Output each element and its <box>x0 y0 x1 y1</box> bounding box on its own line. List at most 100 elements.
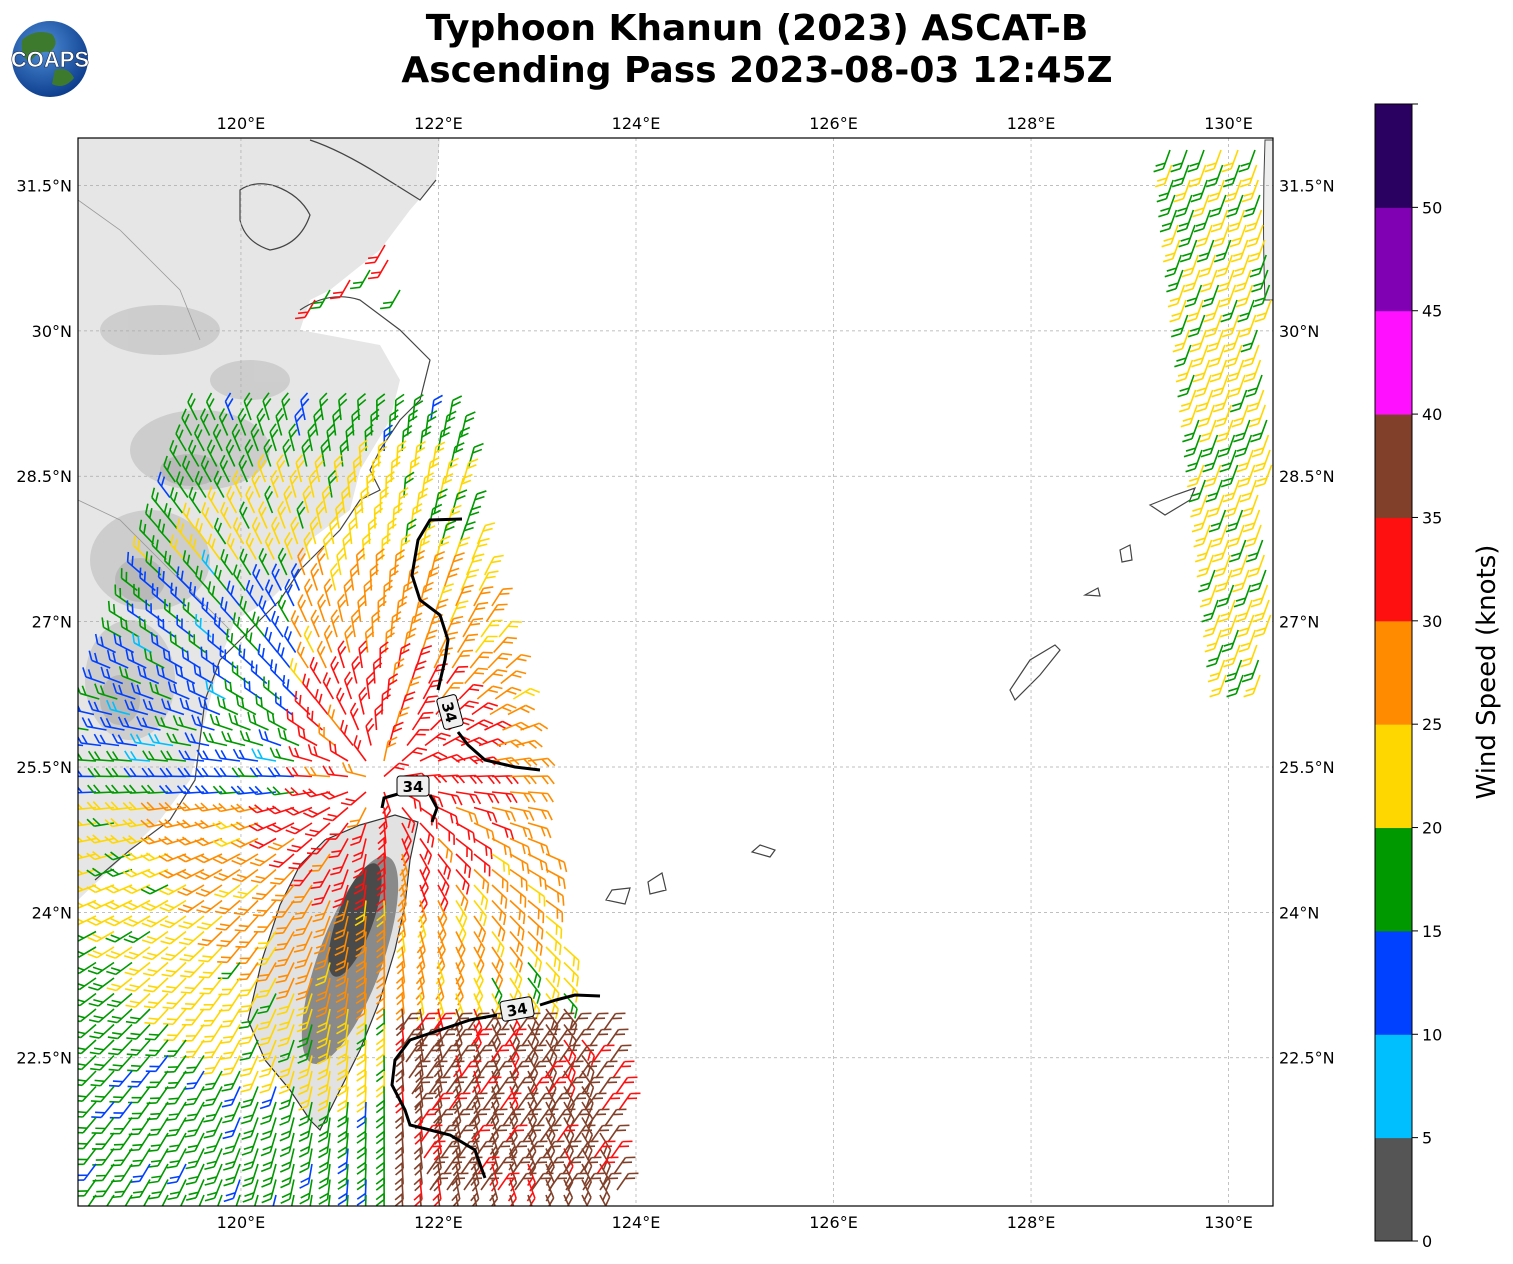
wind-barb <box>337 593 347 622</box>
wind-barb <box>78 961 79 974</box>
wind-barb <box>88 1008 115 1023</box>
wind-barb <box>243 392 253 421</box>
wind-barb <box>317 1101 331 1128</box>
wind-barb <box>127 1086 151 1104</box>
wind-barb <box>327 469 337 498</box>
wind-barb <box>87 767 115 778</box>
wind-barb <box>259 1070 277 1094</box>
wind-barb <box>159 899 187 912</box>
wind-barb <box>182 1024 205 1042</box>
wind-barb <box>262 392 272 421</box>
wind-barb <box>365 671 376 700</box>
wind-barb <box>78 1147 79 1165</box>
wind-barb <box>289 469 299 498</box>
wind-barb <box>315 500 325 529</box>
wind-barb <box>162 992 187 1010</box>
wind-barb <box>295 977 313 1001</box>
wind-barb <box>78 868 79 876</box>
wind-barb <box>318 723 336 747</box>
wind-barb <box>430 394 443 421</box>
wind-barb <box>176 819 205 829</box>
wind-barb <box>301 438 311 467</box>
wind-barb <box>277 594 290 622</box>
wind-barb <box>105 930 133 943</box>
wind-barb <box>161 961 187 977</box>
wind-barb <box>326 423 336 452</box>
wind-barb <box>433 1070 443 1099</box>
wind-barb <box>449 442 465 467</box>
wind-barb <box>545 961 561 988</box>
wind-barb <box>176 566 192 592</box>
wind-barb <box>232 517 245 545</box>
wind-barb <box>237 407 247 436</box>
wind-barb <box>78 1039 97 1055</box>
colorbar-bin <box>1375 930 1412 1035</box>
wind-barb <box>255 693 275 716</box>
wind-barb <box>198 946 223 963</box>
wind-barb <box>78 1070 79 1086</box>
wind-barb <box>108 1070 133 1088</box>
wind-barb <box>275 962 295 984</box>
wind-barb <box>489 703 517 716</box>
wind-barb <box>294 946 313 969</box>
wind-barb <box>329 562 340 591</box>
wind-barb <box>259 1086 277 1110</box>
wind-barb <box>331 869 349 893</box>
wind-barb <box>358 640 368 669</box>
wind-barb <box>314 688 329 715</box>
wind-barb <box>332 408 342 436</box>
wind-barb <box>198 961 223 979</box>
wind-barb <box>281 392 291 421</box>
wind-barb <box>247 711 269 731</box>
wind-barb <box>386 673 399 700</box>
wind-barb <box>78 1194 79 1206</box>
wind-barb <box>424 732 451 747</box>
wind-barb <box>355 962 367 989</box>
wind-barb <box>178 915 205 930</box>
wind-barb <box>191 714 215 731</box>
wind-barb <box>296 1008 313 1033</box>
wind-barb <box>341 762 367 778</box>
wind-barb <box>491 868 509 893</box>
wind-barb <box>213 868 241 882</box>
x-tick-label-top: 126°E <box>809 114 858 133</box>
colorbar-tick-label: 45 <box>1422 302 1442 321</box>
wind-barb <box>397 642 411 669</box>
wind-barb <box>176 802 205 812</box>
wind-barb <box>563 946 580 971</box>
wind-barb <box>335 687 347 715</box>
wind-barb <box>212 423 223 452</box>
x-tick-label-top: 130°E <box>1204 114 1253 133</box>
wind-barb <box>509 806 535 822</box>
wind-barb <box>194 802 223 812</box>
wind-barb <box>104 817 133 828</box>
wind-barb <box>315 962 331 987</box>
wind-barb <box>264 627 279 654</box>
wind-barb <box>146 1070 169 1089</box>
wind-barb <box>484 720 512 731</box>
coastline-mainland <box>94 296 431 881</box>
wind-barb <box>91 1101 115 1119</box>
wind-barb <box>201 597 218 623</box>
wind-barb <box>311 884 331 906</box>
wind-barb <box>75 1206 96 1232</box>
wind-barb <box>126 1039 151 1056</box>
wind-barb <box>122 818 151 828</box>
wind-barb <box>126 1023 151 1040</box>
wind-barb <box>184 1086 205 1106</box>
wind-barb <box>240 1086 259 1109</box>
wind-barb <box>224 678 244 700</box>
wind-barb <box>181 647 201 669</box>
wind-barb <box>231 767 259 778</box>
wind-barb <box>123 767 151 778</box>
wind-barb <box>175 424 187 452</box>
wind-barb <box>357 594 367 622</box>
wind-barb <box>298 1086 313 1111</box>
x-tick-label-bottom: 120°E <box>217 1213 266 1232</box>
wind-barb <box>88 650 111 669</box>
wind-barb <box>145 599 163 623</box>
wind-barb <box>455 806 479 825</box>
wind-barb <box>145 1039 169 1057</box>
wind-barb <box>333 915 349 941</box>
wind-barb <box>306 837 331 855</box>
